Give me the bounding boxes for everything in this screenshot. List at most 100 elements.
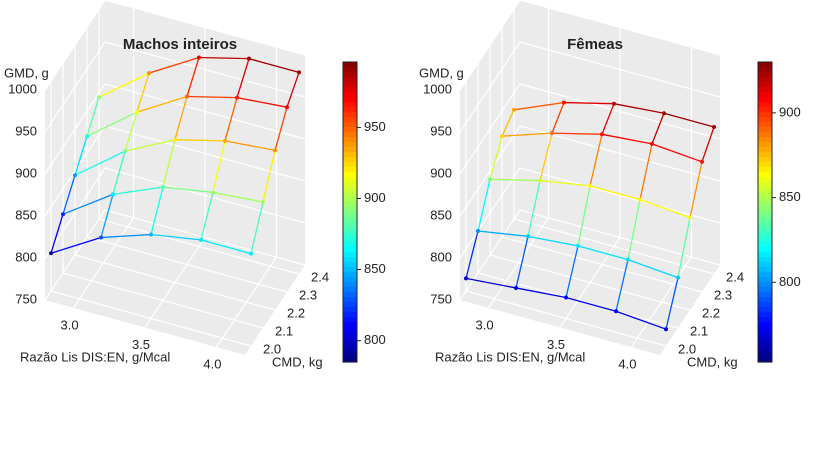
colorbar-segment (758, 162, 772, 168)
grid-line (44, 167, 306, 259)
surface-vertex (476, 229, 480, 233)
surface-mesh (613, 103, 665, 114)
colorbar-segment (343, 342, 357, 348)
colorbar-segment (343, 187, 357, 193)
x-tick-label: 3.0 (61, 317, 79, 332)
y-tick-label: 2.1 (690, 323, 708, 338)
colorbar-segment (343, 337, 357, 343)
colorbar-segment (758, 247, 772, 253)
surface-vertex (161, 185, 165, 190)
grid-line (459, 41, 721, 133)
surface-mesh (262, 150, 276, 203)
colorbar-segment (758, 237, 772, 243)
y-tick-label: 2.3 (299, 287, 317, 302)
z-tick-label: 800 (15, 249, 37, 264)
surface-vertex (249, 251, 253, 256)
grid-line (73, 7, 135, 309)
surface-mesh (601, 133, 653, 145)
surface-vertex (261, 200, 265, 204)
surface-mesh (224, 97, 238, 142)
colorbar-segment (758, 192, 772, 198)
surface-vertex (211, 190, 215, 195)
surface-mesh (200, 239, 252, 255)
colorbar-segment (758, 322, 772, 328)
surface-mesh (236, 97, 288, 108)
surface-mesh (112, 186, 164, 195)
colorbar-segment (343, 117, 357, 123)
z-tick-label: 900 (15, 165, 37, 180)
grid-line (465, 81, 667, 347)
colorbar-segment (343, 197, 357, 203)
colorbar-segment (343, 162, 357, 168)
surface-vertex (235, 95, 239, 100)
colorbar-segment (758, 292, 772, 298)
y-tick-label: 2.2 (287, 305, 305, 320)
grid-line (513, 9, 715, 275)
colorbar-segment (343, 272, 357, 278)
surface-vertex (500, 134, 504, 139)
colorbar-segment (758, 197, 772, 203)
z-tick-label: 850 (15, 207, 37, 222)
surface-mesh (200, 192, 214, 241)
colorbar-segment (343, 212, 357, 218)
surface-mesh (86, 97, 100, 137)
x-tick-label: 3.0 (476, 317, 494, 332)
colorbar-segment (758, 72, 772, 78)
surface-mesh (651, 113, 665, 145)
colorbar-segment (758, 62, 772, 68)
surface-mesh (663, 112, 715, 128)
grid-line (501, 27, 703, 293)
colorbar-segment (343, 302, 357, 308)
colorbar-segment (343, 122, 357, 128)
x-axis-label: Razão Lis DIS:EN, g/Mcal (435, 349, 585, 364)
surface-mesh (100, 194, 114, 238)
colorbar-segment (758, 347, 772, 353)
grid-line (459, 125, 721, 217)
chart-panel: 750 800 850 900 950 1000 3.0 3.5 4.0 2.0 2.1 2.2 2.3… (4, 0, 386, 372)
grid-line (559, 27, 621, 328)
colorbar-segment (758, 222, 772, 228)
colorbar-segment (758, 157, 772, 163)
surface-mesh (539, 179, 591, 187)
surface-vertex (676, 275, 680, 280)
surface-vertex (464, 276, 468, 281)
surface-mesh (174, 139, 226, 142)
z-tick-label: 900 (430, 165, 452, 180)
surface-vertex (73, 173, 77, 178)
colorbar-segment (758, 67, 772, 73)
colorbar-segment (343, 152, 357, 158)
colorbar-segment (343, 292, 357, 298)
colorbar-segment (758, 202, 772, 208)
grid-line (459, 0, 721, 91)
colorbar-segment (343, 277, 357, 283)
surface-vertex (149, 232, 153, 237)
colorbar-segment (758, 287, 772, 293)
x-tick-label: 3.5 (547, 337, 565, 352)
colorbar-segment (758, 317, 772, 323)
surface-mesh (162, 186, 214, 194)
grid-line (459, 83, 721, 175)
grid-line (489, 45, 691, 311)
surface-vertex (614, 309, 618, 314)
colorbar-segment (758, 342, 772, 348)
grid-line (98, 9, 300, 275)
colorbar-segment (343, 92, 357, 98)
surface-vertex (700, 159, 704, 164)
surface-mesh (62, 193, 114, 215)
surface-vertex (576, 243, 580, 248)
surface-vertex (223, 138, 227, 143)
colorbar-segment (758, 87, 772, 93)
grid-line (44, 0, 306, 91)
colorbar-segment (758, 337, 772, 343)
surface-mesh (627, 259, 679, 279)
colorbar-segment (758, 267, 772, 273)
colorbar-segment (758, 212, 772, 218)
z-tick-label: 850 (430, 207, 452, 222)
surface-mesh (186, 57, 200, 97)
colorbar-segment (343, 137, 357, 143)
x-tick-label: 4.0 (618, 357, 636, 372)
surface-mesh (174, 96, 188, 140)
surface-mesh (212, 191, 264, 203)
surface-mesh (212, 140, 226, 193)
colorbar-segment (343, 112, 357, 118)
